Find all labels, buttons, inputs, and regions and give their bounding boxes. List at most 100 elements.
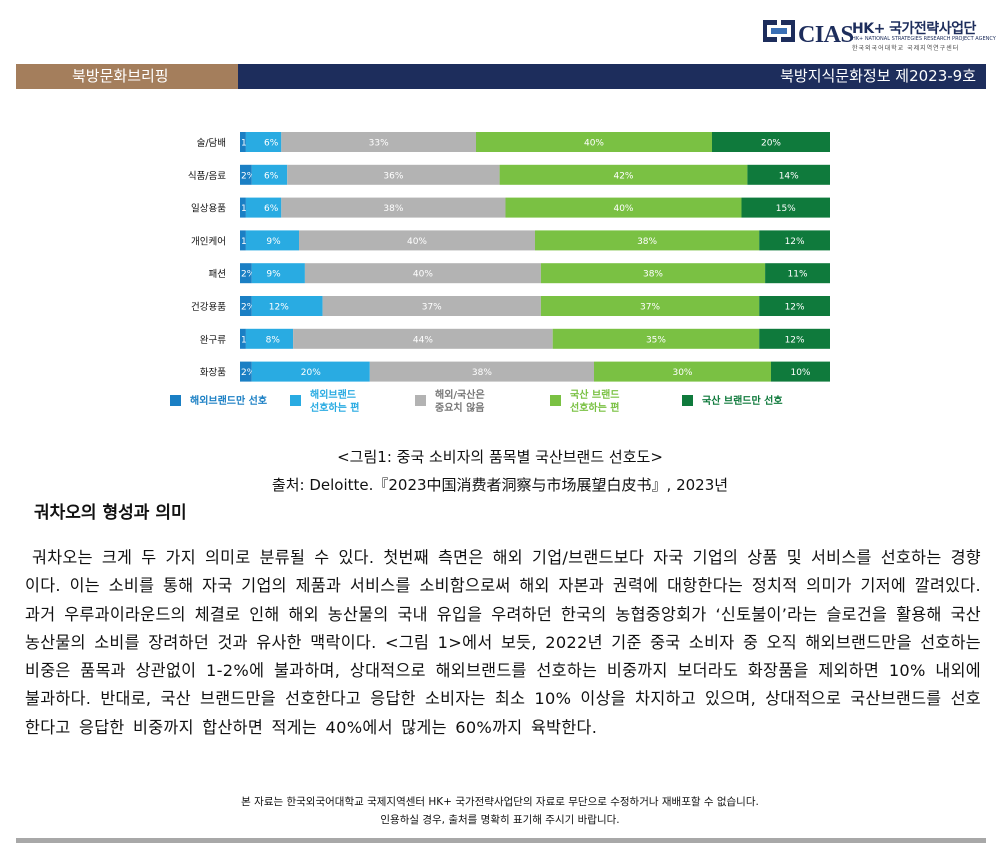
bar-segment <box>240 164 252 185</box>
data-label: 15% <box>776 204 796 214</box>
data-label: 40% <box>413 270 433 280</box>
data-label: 20% <box>761 139 781 149</box>
bar-segment <box>759 296 830 316</box>
category-label: 개인케어 <box>191 236 226 247</box>
legend-label: 중요치 않음 <box>435 401 484 414</box>
header-bar: 북방문화브리핑 북방지식문화정보 제2023-9호 <box>16 64 986 89</box>
legend-label: 해외/국산은 <box>435 388 485 401</box>
data-label: 14% <box>779 171 799 181</box>
bar-segment <box>552 328 760 349</box>
legend-label: 선호하는 편 <box>310 401 359 414</box>
bar-segment <box>240 197 246 218</box>
bar-segment <box>251 361 370 382</box>
data-label: 37% <box>422 303 442 313</box>
logo-subtitle-en: HK+ NATIONAL STRATEGIES RESEARCH PROJECT… <box>852 36 996 42</box>
category-label: 식품/음료 <box>188 171 226 182</box>
legend-label: 선호하는 편 <box>570 401 619 414</box>
bar-segment <box>245 197 282 218</box>
data-label: 38% <box>383 204 403 214</box>
bar-segment <box>765 263 830 284</box>
data-label: 30% <box>672 368 692 378</box>
cias-logo: CIAS HK+ 국가전략사업단 HK+ NATIONAL STRATEGIES… <box>762 10 996 56</box>
data-label: 2% <box>241 303 256 313</box>
bar-segment <box>369 361 594 382</box>
figure-caption: <그림1: 중국 소비자의 품목별 국산브랜드 선호도> <box>337 448 663 466</box>
data-label: 36% <box>383 171 403 181</box>
data-label: 40% <box>584 139 604 149</box>
brand-preference-chart: 술/담배1%6%33%40%20%식품/음료2%6%36%42%14%일상용품1… <box>170 122 840 432</box>
category-label: 화장품 <box>200 368 226 379</box>
category-label: 완구류 <box>200 335 226 346</box>
data-label: 9% <box>266 237 281 247</box>
data-label: 12% <box>785 335 805 345</box>
legend-label: 국산 브랜드 <box>570 388 619 401</box>
bar-segment <box>240 263 252 284</box>
logo-subtitle-ko: 한국외국어대학교 국제지역연구센터 <box>852 45 960 52</box>
chart-svg: 술/담배1%6%33%40%20%식품/음료2%6%36%42%14%일상용품1… <box>170 132 830 414</box>
bar-segment <box>540 263 766 284</box>
figure-source: 출처: Deloitte.『2023中国消费者洞察与市场展望白皮书』, 2023… <box>271 476 729 494</box>
section-title: 궈차오의 형성과 의미 <box>34 503 187 523</box>
bar-segment <box>476 132 712 152</box>
data-label: 12% <box>785 303 805 313</box>
category-label: 패션 <box>209 269 226 280</box>
data-label: 12% <box>269 303 289 313</box>
bar-segment <box>540 296 760 316</box>
data-label: 38% <box>472 368 492 378</box>
bar-segment <box>240 132 246 152</box>
bar-segment <box>712 132 830 152</box>
bar-segment <box>771 361 830 382</box>
data-label: 12% <box>785 237 805 247</box>
data-label: 38% <box>637 237 657 247</box>
legend-label: 국산 브랜드만 선호 <box>702 394 783 407</box>
footer-divider <box>16 838 986 843</box>
bar-segment <box>747 164 830 185</box>
cias-emblem-icon <box>763 20 795 42</box>
bar-segment <box>245 230 299 251</box>
bar-segment <box>499 164 748 185</box>
data-label: 38% <box>643 270 663 280</box>
data-label: 44% <box>413 335 433 345</box>
bar-segment <box>251 164 288 185</box>
legend-swatch <box>682 395 693 406</box>
legend-swatch <box>290 395 301 406</box>
bar-segment <box>299 230 535 251</box>
bar-segment <box>293 328 553 349</box>
legend-swatch <box>550 395 561 406</box>
bar-segment <box>741 197 830 218</box>
bar-segment <box>594 361 771 382</box>
data-label: 2% <box>241 171 256 181</box>
data-label: 6% <box>264 139 279 149</box>
data-label: 9% <box>266 270 281 280</box>
legend-swatch <box>170 395 181 406</box>
bar-segment <box>245 132 282 152</box>
data-label: 6% <box>264 204 279 214</box>
legend-swatch <box>415 395 426 406</box>
bar-segment <box>240 328 246 349</box>
bar-segment <box>535 230 760 251</box>
bar-segment <box>759 230 830 251</box>
bar-segment <box>245 328 294 349</box>
data-label: 2% <box>241 368 256 378</box>
data-label: 6% <box>264 171 279 181</box>
bar-segment <box>759 328 830 349</box>
category-label: 술/담배 <box>197 137 226 149</box>
logo-cias-text: CIAS <box>798 22 854 48</box>
data-label: 40% <box>407 237 427 247</box>
data-label: 20% <box>301 368 321 378</box>
category-label: 건강용품 <box>191 302 226 313</box>
data-label: 8% <box>266 335 281 345</box>
bar-segment <box>240 296 252 316</box>
bar-segment <box>240 361 252 382</box>
data-label: 35% <box>646 335 666 345</box>
logo-title: HK+ 국가전략사업단 <box>852 21 976 37</box>
data-label: 11% <box>788 270 808 280</box>
bar-segment <box>322 296 541 316</box>
header-right-label: 북방지식문화정보 제2023-9호 <box>238 64 986 89</box>
bar-segment <box>240 230 246 251</box>
legend-label: 해외브랜드만 선호 <box>190 394 267 407</box>
bar-segment <box>304 263 541 284</box>
bar-segment <box>281 132 476 152</box>
data-label: 40% <box>613 204 633 214</box>
header-left-label: 북방문화브리핑 <box>16 64 238 89</box>
